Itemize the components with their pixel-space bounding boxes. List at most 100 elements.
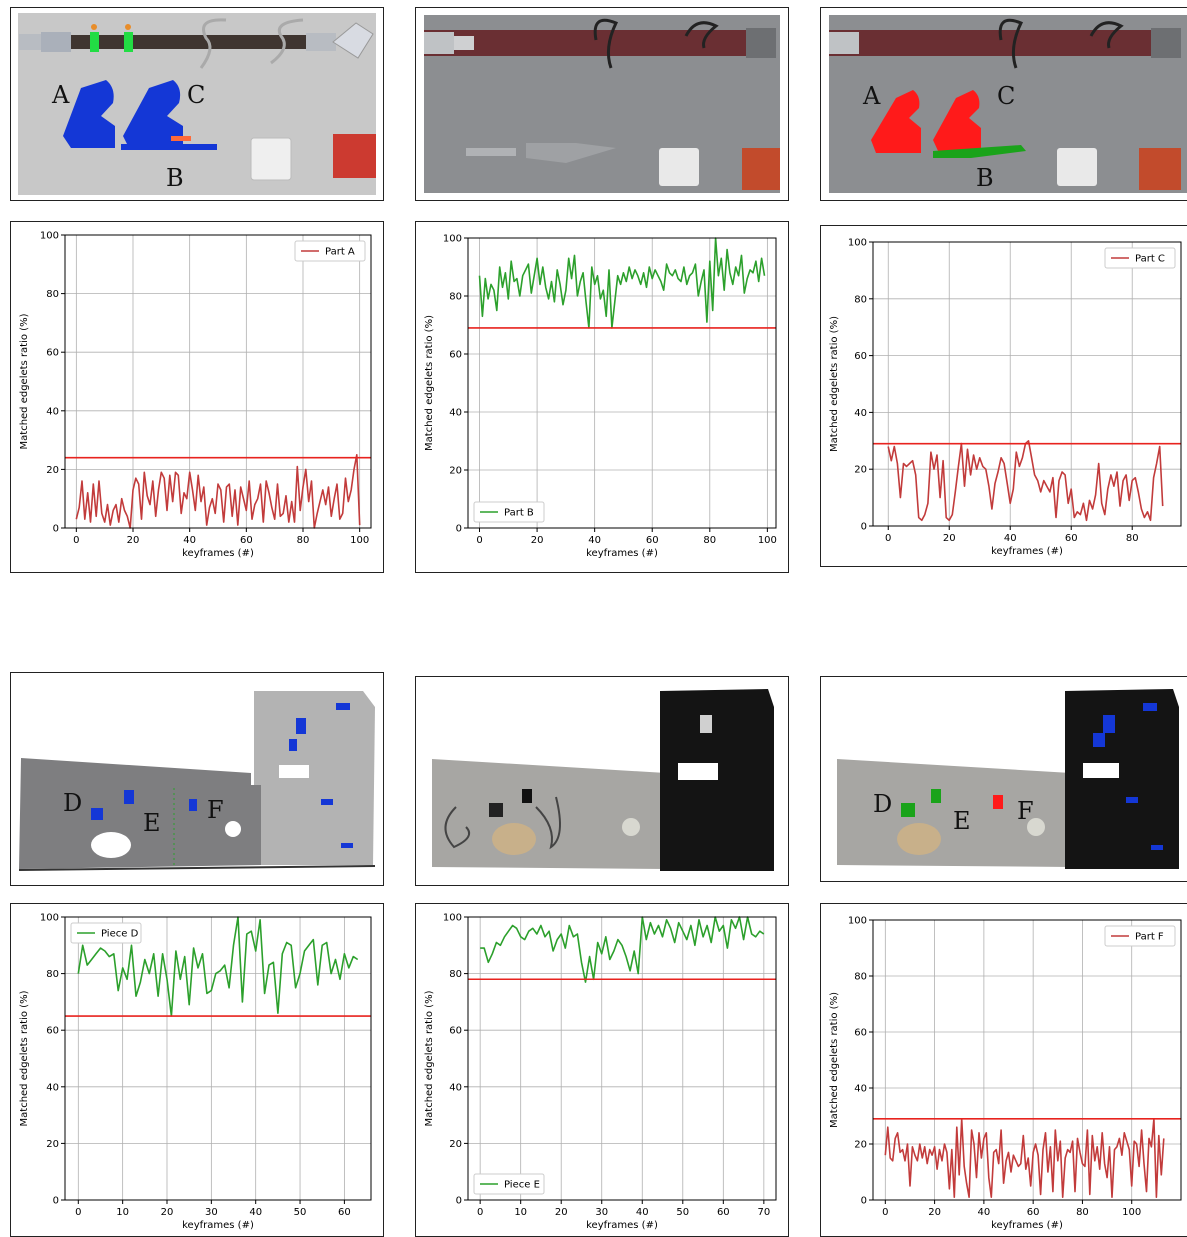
legend: Piece E bbox=[473, 1173, 545, 1195]
x-tick-label: 20 bbox=[555, 1207, 568, 1218]
chart-piece-e: 0 10 20 30 40 50 60 70 0 20 40 60 80 100 keyframes (#)… bbox=[424, 913, 777, 1231]
chart-frame-part-c: 0 20 40 60 80 0 20 40 60 80 100 keyframes (#) Matche… bbox=[820, 225, 1187, 567]
x-tick-label: 70 bbox=[757, 1207, 770, 1218]
x-tick-label: 100 bbox=[758, 535, 777, 546]
label-a: A bbox=[862, 82, 881, 110]
x-axis-label: keyframes (#) bbox=[182, 548, 254, 559]
part-b-overlay-green bbox=[933, 145, 1026, 158]
plot-area bbox=[467, 916, 777, 1201]
x-tick-label: 60 bbox=[338, 1207, 351, 1218]
series-line bbox=[77, 916, 359, 1017]
green-clamp bbox=[90, 32, 99, 52]
x-tick-label: 50 bbox=[676, 1207, 689, 1218]
legend-box bbox=[1104, 247, 1176, 269]
bottom-photo-image bbox=[416, 677, 788, 885]
y-tick-label: 100 bbox=[443, 234, 462, 245]
x-axis-label: keyframes (#) bbox=[182, 1220, 254, 1231]
y-tick-label: 100 bbox=[848, 916, 867, 927]
series-line bbox=[480, 916, 765, 983]
x-tick-label: 20 bbox=[531, 535, 544, 546]
x-tick-label: 0 bbox=[882, 1207, 888, 1218]
y-tick-label: 60 bbox=[854, 351, 867, 362]
x-tick-label: 60 bbox=[1027, 1207, 1040, 1218]
label-f: F bbox=[1017, 797, 1034, 825]
x-tick-label: 20 bbox=[943, 533, 956, 544]
x-tick-label: 80 bbox=[1126, 533, 1139, 544]
y-axis-label: Matched edgelets ratio (%) bbox=[424, 315, 435, 451]
y-tick-label: 0 bbox=[456, 524, 462, 535]
chart-frame-part-f: 0 20 40 60 80 100 0 20 40 60 80 100 keyframes (#) Mat… bbox=[820, 903, 1187, 1237]
y-tick-label: 100 bbox=[848, 238, 867, 249]
plot-area bbox=[872, 919, 1182, 1201]
legend: Piece D bbox=[70, 922, 142, 944]
x-axis-label: keyframes (#) bbox=[991, 1220, 1063, 1231]
bottom-overlay-image: D E F bbox=[821, 677, 1187, 881]
bottom-photo-image-frame bbox=[415, 676, 789, 886]
chart-part-a: 0 20 40 60 80 100 0 20 40 60 80 100 keyframes (#) Mat… bbox=[19, 231, 372, 559]
x-tick-label: 0 bbox=[73, 535, 79, 546]
x-tick-label: 20 bbox=[161, 1207, 174, 1218]
y-tick-label: 80 bbox=[449, 292, 462, 303]
base-panel bbox=[19, 758, 261, 869]
x-tick-label: 80 bbox=[703, 535, 716, 546]
y-tick-label: 80 bbox=[854, 972, 867, 983]
y-tick-label: 0 bbox=[456, 1196, 462, 1207]
chart-part-c: 0 20 40 60 80 0 20 40 60 80 100 keyframes (#) Matche… bbox=[829, 238, 1182, 557]
legend-box bbox=[1104, 925, 1176, 947]
piece-e-overlay-green bbox=[931, 789, 941, 803]
top-overlay-image-frame: A C B bbox=[820, 7, 1187, 201]
x-tick-label: 40 bbox=[1004, 533, 1017, 544]
top-cad-image: A C B bbox=[18, 13, 376, 195]
x-tick-label: 40 bbox=[183, 535, 196, 546]
y-axis-label: Matched edgelets ratio (%) bbox=[19, 313, 30, 449]
plot-area bbox=[64, 234, 372, 529]
legend-label: Part B bbox=[504, 508, 534, 519]
y-tick-label: 20 bbox=[854, 465, 867, 476]
y-tick-label: 60 bbox=[46, 348, 59, 359]
label-b: B bbox=[166, 164, 184, 192]
y-tick-label: 60 bbox=[449, 350, 462, 361]
part-f-overlay-red bbox=[993, 795, 1003, 809]
part-a-model bbox=[63, 80, 115, 148]
legend-box bbox=[70, 922, 142, 944]
x-tick-label: 30 bbox=[595, 1207, 608, 1218]
x-axis-label: keyframes (#) bbox=[586, 548, 658, 559]
top-photo-image bbox=[424, 15, 780, 193]
white-plate bbox=[659, 148, 699, 186]
y-tick-label: 20 bbox=[854, 1140, 867, 1151]
bottom-overlay-image-frame: D E F bbox=[820, 676, 1187, 882]
y-tick-label: 40 bbox=[854, 1084, 867, 1095]
y-tick-label: 80 bbox=[46, 969, 59, 980]
legend-box bbox=[473, 501, 545, 523]
y-tick-label: 0 bbox=[861, 522, 867, 533]
legend: Part A bbox=[294, 240, 366, 262]
x-tick-label: 0 bbox=[885, 533, 891, 544]
x-tick-label: 20 bbox=[928, 1207, 941, 1218]
x-tick-label: 60 bbox=[1065, 533, 1078, 544]
y-tick-label: 60 bbox=[46, 1026, 59, 1037]
bottom-cad-image: D E F bbox=[11, 673, 383, 885]
y-tick-label: 0 bbox=[53, 524, 59, 535]
label-c: C bbox=[187, 81, 205, 109]
x-tick-label: 40 bbox=[588, 535, 601, 546]
x-tick-label: 60 bbox=[240, 535, 253, 546]
y-tick-label: 0 bbox=[861, 1196, 867, 1207]
series-line bbox=[887, 440, 1164, 522]
legend-box bbox=[473, 1173, 545, 1195]
round-hole bbox=[225, 821, 241, 837]
x-axis-label: keyframes (#) bbox=[991, 546, 1063, 557]
y-tick-label: 100 bbox=[443, 913, 462, 924]
y-tick-label: 60 bbox=[854, 1028, 867, 1039]
part-b-model bbox=[121, 144, 217, 150]
red-plate bbox=[333, 134, 376, 178]
series-line bbox=[75, 454, 361, 529]
label-a: A bbox=[51, 81, 70, 109]
legend-label: Piece E bbox=[504, 1180, 540, 1191]
chart-frame-piece-e: 0 10 20 30 40 50 60 70 0 20 40 60 80 100 keyframes (#)… bbox=[415, 903, 789, 1237]
bottom-cad-image-frame: D E F bbox=[10, 672, 384, 886]
red-plate bbox=[742, 148, 780, 190]
x-tick-label: 60 bbox=[646, 535, 659, 546]
y-tick-label: 20 bbox=[449, 466, 462, 477]
label-f: F bbox=[207, 796, 224, 824]
x-tick-label: 30 bbox=[205, 1207, 218, 1218]
